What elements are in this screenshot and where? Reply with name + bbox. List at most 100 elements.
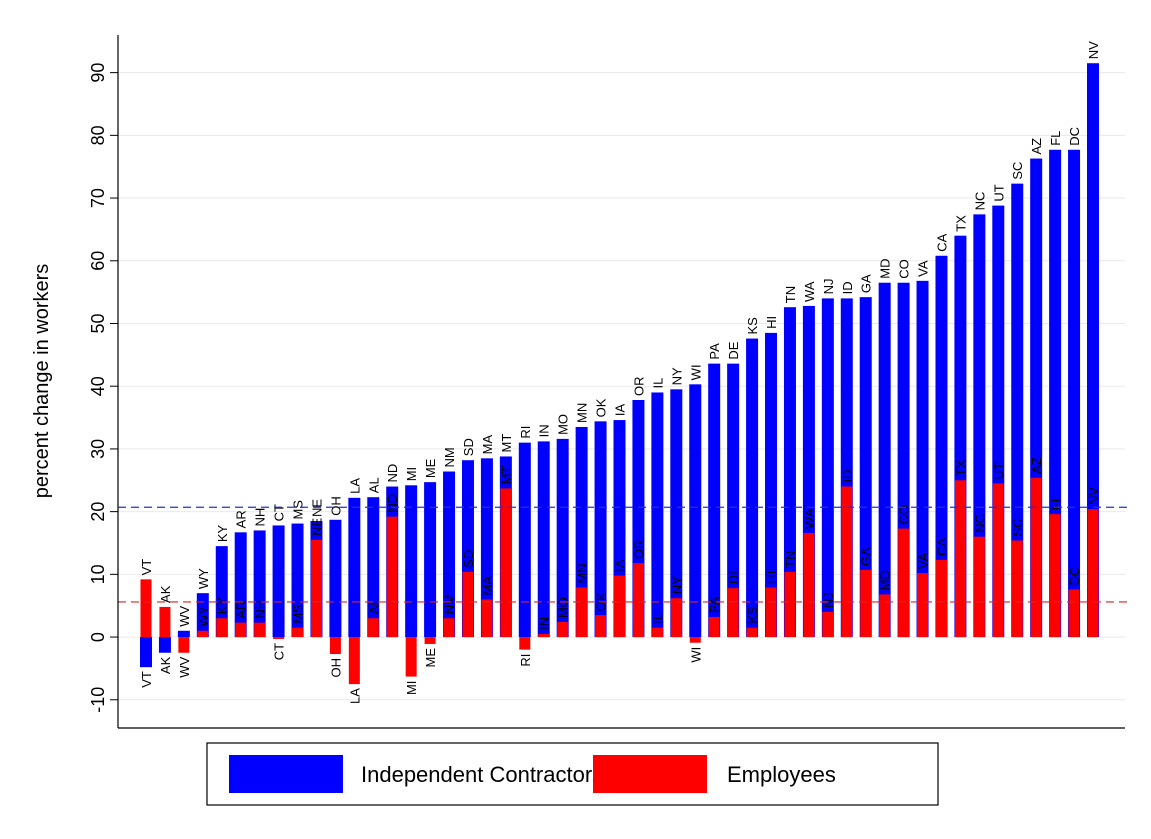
bar-label: VT (139, 559, 154, 576)
y-tick-label: 80 (88, 125, 108, 145)
bar-label: KS (745, 606, 760, 624)
bar (348, 637, 360, 685)
bar-label: MO (556, 414, 571, 435)
y-tick-label: 60 (88, 251, 108, 271)
bar-label: MN (575, 403, 590, 423)
bar (273, 637, 285, 639)
bar-label: AK (158, 585, 173, 603)
bar (860, 569, 872, 638)
bar-label: NC (972, 192, 987, 211)
bar (670, 598, 682, 638)
bar-label: NV (1086, 41, 1101, 59)
bar-label: VA (916, 260, 931, 277)
bar (348, 497, 361, 638)
bar (935, 559, 947, 638)
bar (783, 307, 796, 638)
bar (1030, 477, 1042, 638)
bar (519, 637, 531, 650)
bar (291, 523, 304, 638)
bar (140, 637, 152, 668)
bar (879, 594, 891, 638)
bar (500, 488, 512, 638)
bar (878, 282, 891, 638)
bar (746, 338, 759, 638)
bar-label: DC (1067, 127, 1082, 146)
bar (973, 214, 986, 638)
bar-label: TN (783, 550, 798, 567)
bar-label: WA (802, 281, 817, 302)
bar-label: ID (840, 281, 855, 294)
bar (651, 627, 663, 638)
bar (1087, 63, 1099, 638)
bar-label: HI (764, 571, 779, 584)
bar-label: NM (442, 447, 457, 467)
y-tick-label: 90 (88, 63, 108, 83)
bar-label: LA (347, 688, 362, 704)
bar-label: SC (1010, 518, 1025, 536)
bar (727, 363, 740, 638)
bar-label: PA (707, 596, 722, 613)
bar-label: ID (840, 470, 855, 483)
bar-label: MA (480, 576, 495, 596)
bar-label: GA (859, 274, 874, 293)
bar-label: WI (688, 647, 703, 663)
y-tick-label: -10 (88, 687, 108, 713)
bar-label: ME (423, 458, 438, 478)
bar (859, 297, 872, 638)
bar-label: NJ (821, 279, 836, 295)
bar (822, 611, 834, 638)
bar-label: MD (878, 570, 893, 590)
bar (917, 573, 929, 638)
bar (708, 616, 720, 638)
bar (954, 480, 966, 638)
bar (424, 637, 436, 644)
bar-label: CO (897, 505, 912, 525)
bar-label: CO (897, 259, 912, 279)
bar-label: NE (309, 517, 324, 535)
bar-label: RI (518, 654, 533, 667)
bar (215, 546, 228, 638)
bar-label: MS (291, 604, 306, 624)
bar-label: MN (575, 563, 590, 583)
bar-label: DE (726, 341, 741, 359)
bar (821, 298, 834, 638)
bar (235, 622, 247, 638)
bar (518, 442, 531, 638)
bar (197, 630, 209, 638)
bar (424, 482, 437, 638)
bar (462, 571, 474, 638)
bar (329, 519, 342, 638)
bar-label: WY (196, 606, 211, 627)
bar (841, 486, 853, 638)
bar-label: WV (177, 606, 192, 627)
bar-label: CA (934, 538, 949, 556)
bar (803, 532, 815, 638)
bar-label: OH (328, 658, 343, 678)
bar-label: AR (234, 601, 249, 619)
bar (746, 627, 758, 638)
bar-label: NE (309, 499, 324, 517)
legend-swatch (593, 755, 707, 793)
bar-label: DE (726, 566, 741, 584)
bar (405, 637, 417, 677)
bar-label: MA (480, 434, 495, 454)
bar-label: IN (537, 424, 552, 437)
y-axis-label: percent change in workers (31, 264, 53, 499)
bar-label: SD (461, 550, 476, 568)
bar (557, 622, 569, 638)
bar-label: KS (745, 317, 760, 335)
bar-label: AK (158, 656, 173, 674)
bar-label: DC (1067, 567, 1082, 586)
bar-label: WI (688, 364, 703, 380)
bar-label: IL (650, 613, 665, 624)
y-tick-label: 40 (88, 376, 108, 396)
bar (443, 618, 455, 638)
bar-label: MI (404, 467, 419, 481)
bar (916, 280, 929, 638)
bar-label: NJ (821, 592, 836, 608)
bar (405, 485, 418, 638)
bar (367, 618, 379, 638)
y-tick-label: 20 (88, 502, 108, 522)
bar-label: TN (783, 286, 798, 303)
bar-label: PA (707, 343, 722, 360)
